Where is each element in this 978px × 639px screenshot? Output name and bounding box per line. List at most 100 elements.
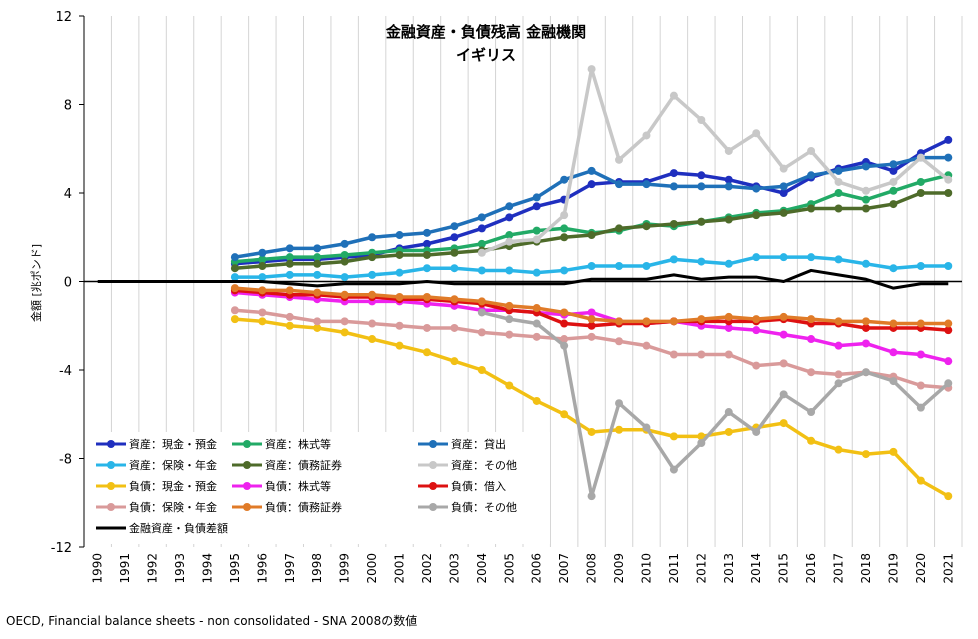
legend-item: 資産：貸出 <box>418 437 506 451</box>
data-point <box>615 155 624 164</box>
legend-swatch-marker <box>107 440 115 448</box>
data-point <box>889 200 898 209</box>
data-point <box>724 146 733 155</box>
data-point <box>779 312 788 321</box>
legend-swatch-marker <box>429 503 437 511</box>
series-line <box>234 173 949 264</box>
legend-swatch-marker <box>429 461 437 469</box>
legend-item: 資産：その他 <box>418 459 517 472</box>
data-point <box>779 390 788 399</box>
x-tick-label: 1993 <box>173 553 187 584</box>
data-point <box>779 419 788 428</box>
data-point <box>889 264 898 273</box>
data-point <box>697 439 706 448</box>
legend-swatch-marker <box>243 482 251 490</box>
data-point <box>340 317 349 326</box>
axes: 12 8 4 0 -4 -8 -12 1990 1991 1992 1993 1994 1995 1996… <box>51 10 962 584</box>
data-point <box>477 366 486 374</box>
data-point <box>477 239 486 248</box>
x-tick-label: 1994 <box>200 553 214 584</box>
data-point <box>615 337 624 346</box>
data-point <box>258 286 267 295</box>
data-point <box>422 323 431 332</box>
data-point <box>450 233 459 242</box>
data-point <box>532 319 541 328</box>
data-point <box>258 317 267 326</box>
data-point <box>724 215 733 224</box>
data-point <box>230 253 239 262</box>
data-point <box>313 323 322 332</box>
y-axis-label: 金額 [兆ポンド] <box>29 244 43 322</box>
legend-label: 負債：保険・年金 <box>129 500 217 514</box>
data-point <box>752 129 761 138</box>
data-point <box>422 250 431 259</box>
data-point <box>560 175 569 184</box>
data-point <box>752 326 761 335</box>
series-line <box>481 67 950 255</box>
data-point <box>779 330 788 339</box>
x-tick-label: 2014 <box>749 553 763 584</box>
series-line <box>97 268 949 290</box>
data-point <box>807 335 816 344</box>
data-point <box>532 226 541 235</box>
data-point <box>834 445 843 454</box>
data-point <box>285 286 294 295</box>
x-tick-label: 2017 <box>832 553 846 584</box>
data-point <box>944 319 953 328</box>
data-point <box>532 304 541 313</box>
data-point <box>285 253 294 262</box>
data-point <box>916 350 925 359</box>
data-point <box>697 171 706 180</box>
data-point <box>258 248 267 257</box>
series-11 <box>230 284 953 328</box>
data-point <box>532 396 541 405</box>
data-point <box>697 182 706 191</box>
data-point <box>916 403 925 412</box>
data-point <box>395 231 404 240</box>
x-tick-label: 2016 <box>804 553 818 584</box>
x-tick-label: 2011 <box>667 553 681 584</box>
data-point <box>450 323 459 332</box>
legend-label: 負債：債務証券 <box>265 500 342 514</box>
data-point <box>807 315 816 324</box>
data-point <box>532 202 541 211</box>
data-point <box>258 262 267 271</box>
data-point <box>230 315 239 324</box>
x-tick-label: 2015 <box>777 553 791 584</box>
data-point <box>861 162 870 171</box>
legend-label: 負債：現金・預金 <box>129 479 217 493</box>
x-tick-label: 2002 <box>420 553 434 584</box>
legend-item: 負債：保険・年金 <box>96 500 217 514</box>
data-point <box>422 348 431 357</box>
legend-swatch-marker <box>243 461 251 469</box>
data-point <box>889 177 898 186</box>
data-point <box>861 204 870 213</box>
data-point <box>642 317 651 326</box>
data-point <box>587 315 596 324</box>
data-point <box>779 164 788 173</box>
data-point <box>889 377 898 386</box>
data-point <box>834 341 843 350</box>
data-point <box>642 341 651 350</box>
data-point <box>861 186 870 195</box>
legend-swatch-marker <box>429 440 437 448</box>
data-point <box>642 131 651 140</box>
data-point <box>313 270 322 279</box>
data-point <box>340 328 349 337</box>
x-tick-label: 1995 <box>228 553 242 584</box>
data-point <box>560 224 569 233</box>
data-point <box>505 237 514 246</box>
x-tick-label: 2020 <box>914 553 928 584</box>
legend-label: 金融資産・負債差額 <box>129 521 228 535</box>
data-point <box>916 381 925 390</box>
data-point <box>807 436 816 445</box>
data-point <box>642 423 651 432</box>
data-point <box>230 306 239 315</box>
data-point <box>368 335 377 344</box>
y-tick-label: -8 <box>59 453 72 468</box>
data-point <box>669 465 678 474</box>
data-point <box>477 213 486 222</box>
data-point <box>505 266 514 275</box>
data-point <box>697 350 706 359</box>
data-point <box>779 253 788 262</box>
